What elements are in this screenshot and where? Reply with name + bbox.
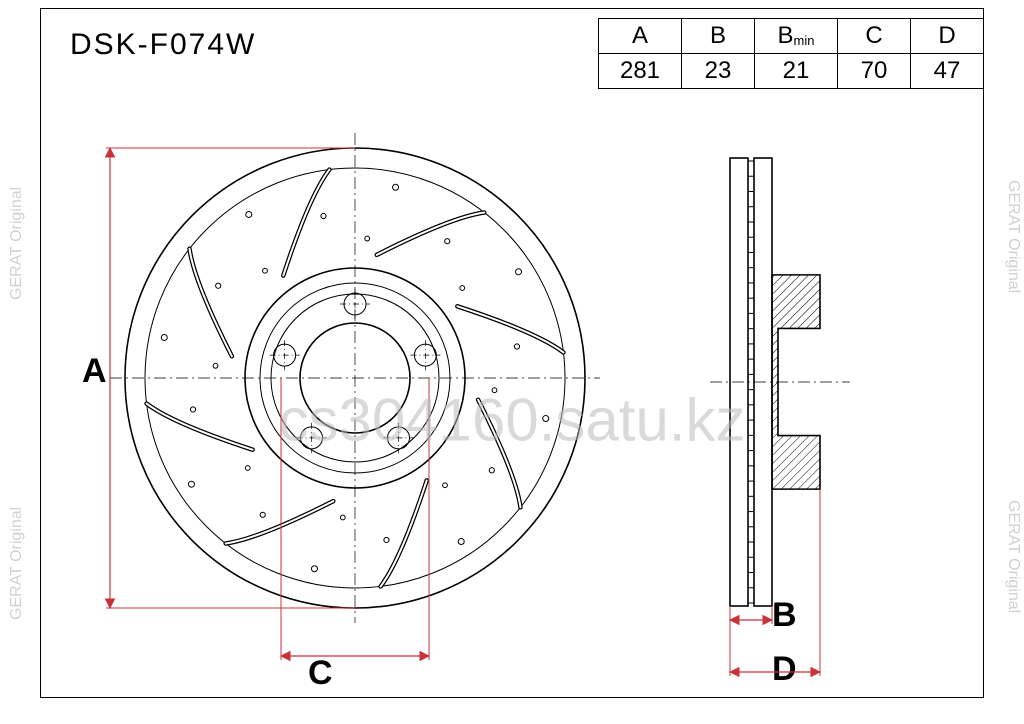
watermark-side: GERAT Original <box>8 187 26 300</box>
watermark-side: GERAT Original <box>1004 180 1022 293</box>
technical-drawing-svg <box>40 8 984 698</box>
watermark-side: GERAT Original <box>8 507 26 620</box>
watermark-side: GERAT Original <box>1004 500 1022 613</box>
